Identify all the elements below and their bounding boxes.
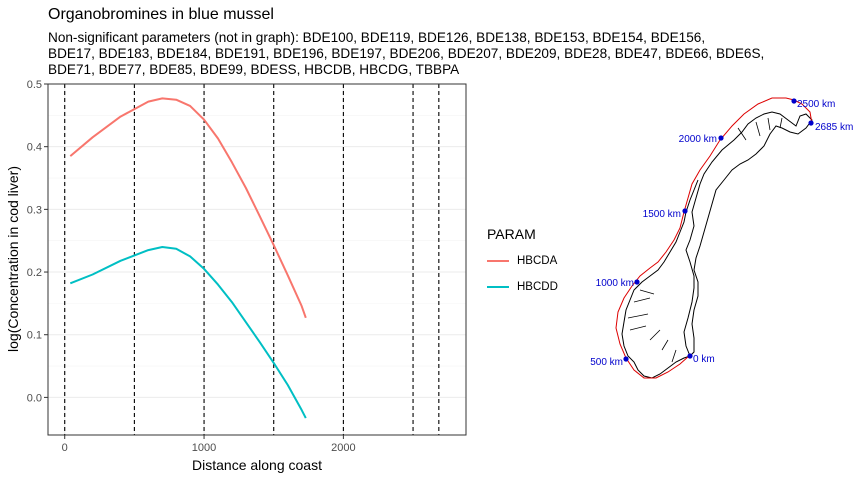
legend-key-hbcdd [487,286,509,288]
x-tick-label: 1000 [192,442,216,454]
legend-label-hbcda: HBCDA [517,255,558,267]
y-axis-label: log(Concentration in cod liver) [5,166,21,352]
coastal-route [615,97,813,379]
map-marker-label: 500 km [590,357,623,368]
subtitle-line-1: Non-significant parameters (not in graph… [48,30,706,45]
y-tick-label: 0.1 [27,330,42,342]
legend-key-hbcda [487,260,509,262]
subtitle-line-3: BDE71, BDE77, BDE85, BDE99, BDESS, HBCDB… [48,62,460,77]
plot-panel-border [47,83,467,436]
map-marker-label: 2000 km [679,134,717,145]
map-marker-dot [791,98,797,104]
x-tick-label: 0 [62,442,68,454]
legend-label-hbcdd: HBCDD [517,281,558,293]
series-line-hbcda [69,97,307,319]
y-tick-label: 0.2 [27,267,42,279]
map-marker-label: 1500 km [643,209,681,220]
map-marker-label: 1000 km [596,278,634,289]
map-marker-dot [634,279,640,285]
map-markers: 0 km 500 km 1000 km 1500 km 2000 km 2500 km 26… [590,98,853,368]
axis-ticks: 0.0 0.1 0.2 0.3 0.4 0.5 0 1000 2000 [27,79,356,454]
y-tick-label: 0.0 [27,392,42,404]
map-marker-label: 0 km [693,354,715,365]
norway-coastline [621,111,813,379]
distance-markers [64,84,440,435]
series-line-hbcdd [69,246,307,419]
chart-title: Organobromines in blue mussel [48,6,274,23]
map-marker-dot [682,208,688,214]
x-axis-label: Distance along coast [192,457,322,473]
map-marker-dot [687,353,693,359]
y-tick-label: 0.3 [27,204,42,216]
legend-item-hbcdd: HBCDD [487,274,558,300]
chart-subtitle: Non-significant parameters (not in graph… [48,30,848,78]
map-marker-dot [718,135,724,141]
map-marker-dot [808,120,814,126]
y-tick-label: 0.4 [27,142,42,154]
x-tick-label: 2000 [331,442,355,454]
fjord-details [627,117,783,363]
legend-title: PARAM [487,226,536,242]
y-tick-label: 0.5 [27,79,42,91]
map-marker-label: 2500 km [797,99,835,110]
legend-item-hbcda: HBCDA [487,248,558,274]
map-marker-dot [623,356,629,362]
legend: PARAM HBCDA HBCDD [487,226,558,300]
subtitle-line-2: BDE17, BDE183, BDE184, BDE191, BDE196, B… [48,46,765,61]
series-lines [69,97,307,419]
map-marker-label: 2685 km [815,122,853,133]
